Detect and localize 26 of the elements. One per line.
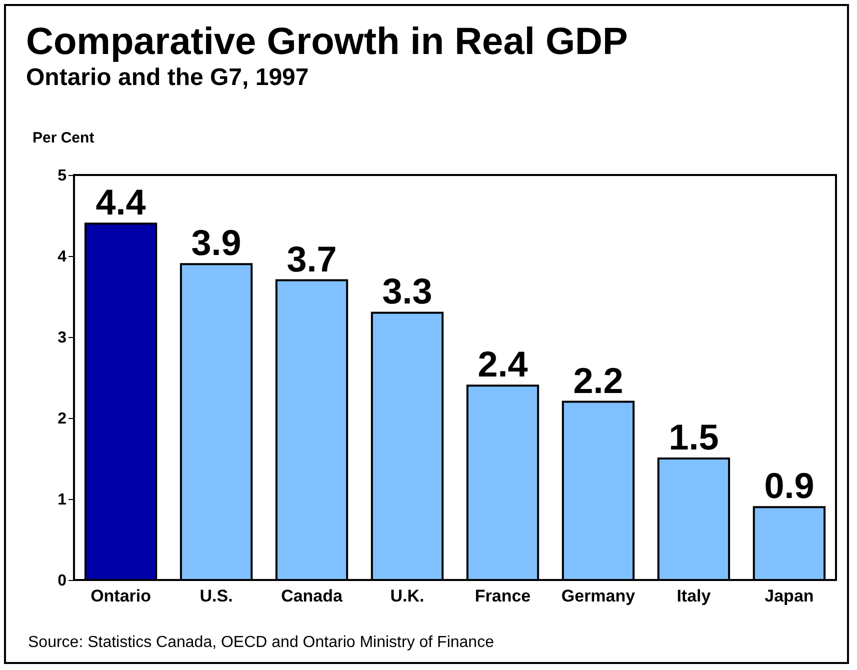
data-label: 1.5	[668, 416, 719, 458]
x-tick-label: Italy	[676, 586, 712, 606]
y-tick-label: 5	[58, 168, 67, 184]
data-label: 0.9	[764, 465, 814, 506]
data-label: 4.4	[96, 182, 146, 223]
data-label: 2.2	[573, 360, 624, 401]
data-label: 3.3	[382, 270, 432, 312]
y-axis-title: Per Cent	[32, 130, 94, 146]
x-tick-label: Canada	[281, 586, 344, 606]
y-tick-label: 4	[58, 248, 67, 266]
data-label: 2.4	[478, 344, 528, 385]
x-tick-label: France	[474, 586, 531, 606]
y-tick-label: 3	[58, 330, 67, 346]
y-tick-label: 1	[58, 492, 67, 508]
source-note: Source: Statistics Canada, OECD and Ontario Ministry of Finance	[28, 634, 494, 652]
data-label: 3.9	[191, 222, 242, 264]
x-tick-label: Japan	[764, 586, 814, 606]
data-label: 3.7	[286, 238, 337, 280]
chart-subtitle: Ontario and the G7, 1997	[26, 64, 309, 91]
x-tick-label: Germany	[561, 586, 636, 606]
x-tick-label: U.K.	[390, 586, 424, 606]
y-tick-label: 2	[58, 410, 67, 428]
y-tick-label: 0	[58, 572, 67, 590]
chart-title: Comparative Growth in Real GDP	[26, 21, 628, 63]
x-tick-label: U.S.	[200, 586, 233, 606]
x-tick-label: Ontario	[90, 586, 152, 606]
